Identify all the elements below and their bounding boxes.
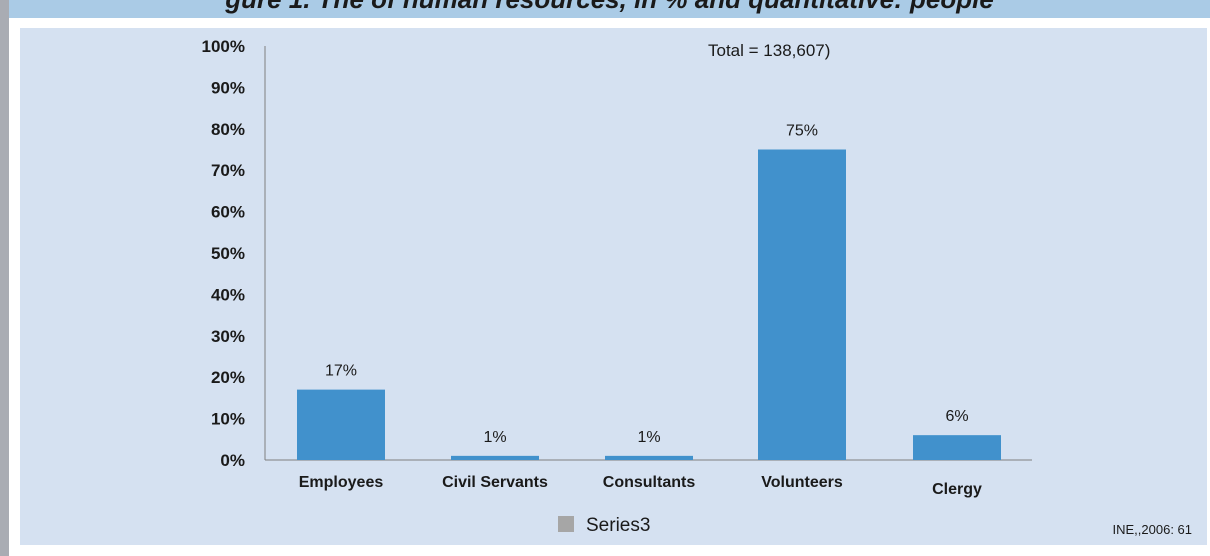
y-tick-label: 70%	[211, 161, 245, 180]
y-tick-label: 50%	[211, 244, 245, 263]
y-tick-label: 0%	[220, 451, 245, 470]
bar	[297, 389, 385, 460]
data-label: 17%	[325, 363, 357, 380]
category-label: Employees	[299, 474, 384, 491]
data-labels: 17% 1% 1% 75% 6%	[325, 123, 969, 446]
legend-label: Series3	[586, 515, 650, 536]
y-tick-label: 60%	[211, 203, 245, 222]
figure-title: gure 1. The of human resources, in % and…	[9, 0, 1210, 15]
total-annotation: Total = 138,607)	[708, 41, 830, 60]
category-labels: Employees Civil Servants Consultants Volunt…	[299, 474, 982, 498]
category-label: Civil Servants	[442, 474, 548, 491]
left-border	[0, 0, 9, 556]
data-label: 1%	[483, 429, 506, 446]
y-tick-label: 90%	[211, 78, 245, 97]
data-label: 1%	[637, 429, 660, 446]
title-band: gure 1. The of human resources, in % and…	[9, 0, 1210, 18]
category-label: Volunteers	[761, 474, 843, 491]
data-label: 75%	[786, 123, 818, 140]
y-tick-label: 30%	[211, 327, 245, 346]
y-tick-label: 10%	[211, 410, 245, 429]
y-tick-label: 80%	[211, 120, 245, 139]
category-label: Clergy	[932, 481, 982, 498]
y-tick-label: 40%	[211, 285, 245, 304]
category-label: Consultants	[603, 474, 696, 491]
bar	[451, 455, 539, 460]
legend: Series3	[558, 515, 650, 536]
bar	[605, 455, 693, 460]
legend-swatch	[558, 516, 574, 532]
bar	[758, 149, 846, 460]
bar	[913, 435, 1001, 460]
bars	[297, 149, 1001, 460]
y-tick-label: 100%	[202, 37, 245, 56]
data-label: 6%	[945, 408, 968, 425]
source-note: INE,,2006: 61	[1113, 522, 1193, 537]
y-tick-labels: 0% 10% 20% 30% 40% 50% 60% 70% 80% 90% 100%	[202, 37, 245, 470]
y-tick-label: 20%	[211, 368, 245, 387]
